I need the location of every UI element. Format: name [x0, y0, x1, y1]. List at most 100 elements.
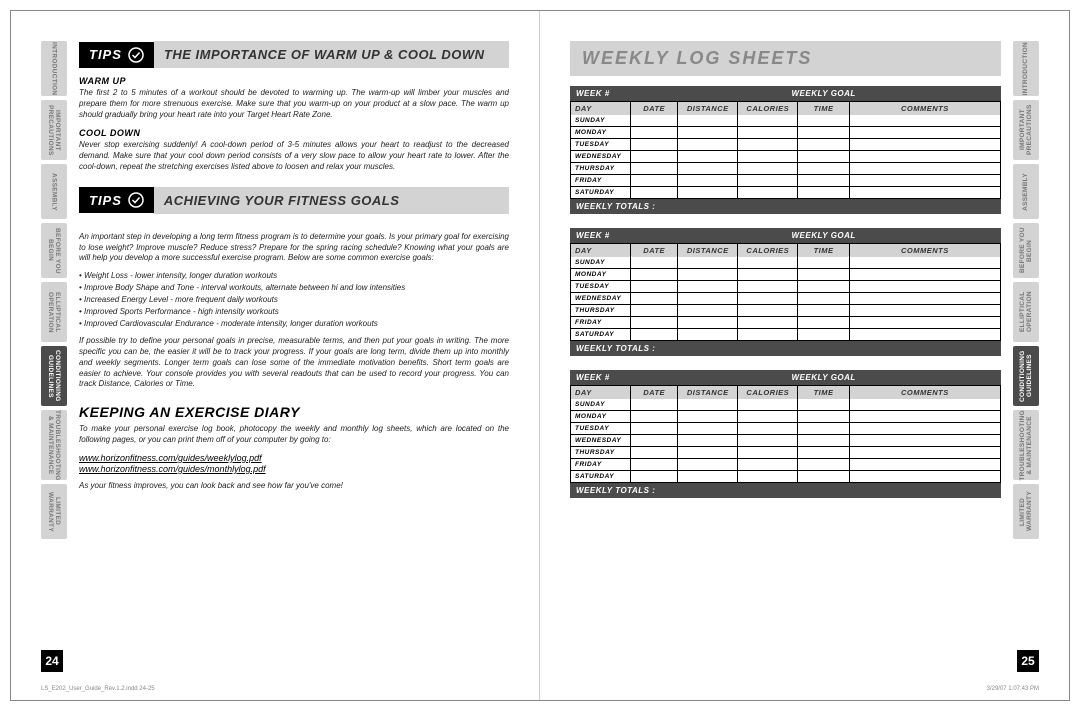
log-empty-cell[interactable]: [631, 151, 678, 162]
log-empty-cell[interactable]: [738, 257, 798, 268]
log-empty-cell[interactable]: [738, 187, 798, 198]
section-tab[interactable]: IMPORTANT PRECAUTIONS: [1013, 100, 1039, 160]
log-empty-cell[interactable]: [798, 329, 849, 340]
log-empty-cell[interactable]: [631, 115, 678, 126]
log-empty-cell[interactable]: [631, 269, 678, 280]
log-empty-cell[interactable]: [850, 459, 1000, 470]
log-empty-cell[interactable]: [798, 127, 849, 138]
log-empty-cell[interactable]: [678, 471, 738, 482]
log-empty-cell[interactable]: [798, 281, 849, 292]
log-day-cell[interactable]: TUESDAY: [571, 281, 631, 292]
log-empty-cell[interactable]: [631, 329, 678, 340]
log-day-cell[interactable]: TUESDAY: [571, 423, 631, 434]
log-empty-cell[interactable]: [738, 329, 798, 340]
log-empty-cell[interactable]: [678, 281, 738, 292]
log-empty-cell[interactable]: [798, 411, 849, 422]
section-tab[interactable]: CONDITIONING GUIDELINES: [41, 346, 67, 406]
section-tab[interactable]: ASSEMBLY: [1013, 164, 1039, 219]
log-empty-cell[interactable]: [850, 115, 1000, 126]
log-empty-cell[interactable]: [738, 423, 798, 434]
log-empty-cell[interactable]: [850, 257, 1000, 268]
log-empty-cell[interactable]: [738, 305, 798, 316]
log-empty-cell[interactable]: [798, 187, 849, 198]
section-tab[interactable]: ASSEMBLY: [41, 164, 67, 219]
log-empty-cell[interactable]: [631, 317, 678, 328]
log-empty-cell[interactable]: [850, 139, 1000, 150]
section-tab[interactable]: LIMITED WARRANTY: [41, 484, 67, 539]
log-empty-cell[interactable]: [850, 471, 1000, 482]
log-empty-cell[interactable]: [738, 151, 798, 162]
log-day-cell[interactable]: WEDNESDAY: [571, 435, 631, 446]
log-day-cell[interactable]: FRIDAY: [571, 459, 631, 470]
log-empty-cell[interactable]: [678, 293, 738, 304]
log-empty-cell[interactable]: [738, 269, 798, 280]
log-empty-cell[interactable]: [678, 269, 738, 280]
log-empty-cell[interactable]: [631, 293, 678, 304]
log-day-cell[interactable]: THURSDAY: [571, 447, 631, 458]
log-day-cell[interactable]: TUESDAY: [571, 139, 631, 150]
log-empty-cell[interactable]: [850, 127, 1000, 138]
log-empty-cell[interactable]: [798, 305, 849, 316]
log-empty-cell[interactable]: [678, 447, 738, 458]
weekly-log-link[interactable]: www.horizonfitness.com/guides/weeklylog.…: [79, 453, 509, 463]
log-day-cell[interactable]: SATURDAY: [571, 187, 631, 198]
log-empty-cell[interactable]: [798, 471, 849, 482]
log-empty-cell[interactable]: [798, 257, 849, 268]
log-empty-cell[interactable]: [631, 399, 678, 410]
log-empty-cell[interactable]: [850, 329, 1000, 340]
log-day-cell[interactable]: SUNDAY: [571, 257, 631, 268]
log-empty-cell[interactable]: [798, 269, 849, 280]
log-empty-cell[interactable]: [631, 187, 678, 198]
log-empty-cell[interactable]: [678, 411, 738, 422]
log-empty-cell[interactable]: [850, 293, 1000, 304]
section-tab[interactable]: INTRODUCTION: [1013, 41, 1039, 96]
log-empty-cell[interactable]: [738, 293, 798, 304]
log-empty-cell[interactable]: [631, 423, 678, 434]
log-empty-cell[interactable]: [678, 423, 738, 434]
log-empty-cell[interactable]: [850, 305, 1000, 316]
section-tab[interactable]: IMPORTANT PRECAUTIONS: [41, 100, 67, 160]
log-empty-cell[interactable]: [631, 127, 678, 138]
log-empty-cell[interactable]: [631, 139, 678, 150]
log-empty-cell[interactable]: [738, 411, 798, 422]
section-tab[interactable]: ELLIPTICAL OPERATION: [1013, 282, 1039, 342]
log-day-cell[interactable]: SATURDAY: [571, 471, 631, 482]
log-empty-cell[interactable]: [678, 305, 738, 316]
section-tab[interactable]: INTRODUCTION: [41, 41, 67, 96]
log-day-cell[interactable]: WEDNESDAY: [571, 151, 631, 162]
log-empty-cell[interactable]: [798, 447, 849, 458]
log-empty-cell[interactable]: [678, 435, 738, 446]
log-empty-cell[interactable]: [850, 281, 1000, 292]
monthly-log-link[interactable]: www.horizonfitness.com/guides/monthlylog…: [79, 464, 509, 474]
log-day-cell[interactable]: SATURDAY: [571, 329, 631, 340]
log-empty-cell[interactable]: [631, 163, 678, 174]
log-empty-cell[interactable]: [631, 281, 678, 292]
log-empty-cell[interactable]: [798, 399, 849, 410]
log-empty-cell[interactable]: [678, 115, 738, 126]
log-empty-cell[interactable]: [678, 175, 738, 186]
log-day-cell[interactable]: FRIDAY: [571, 175, 631, 186]
log-empty-cell[interactable]: [798, 115, 849, 126]
log-empty-cell[interactable]: [798, 459, 849, 470]
log-empty-cell[interactable]: [678, 399, 738, 410]
log-empty-cell[interactable]: [850, 151, 1000, 162]
log-empty-cell[interactable]: [850, 423, 1000, 434]
log-empty-cell[interactable]: [738, 447, 798, 458]
log-day-cell[interactable]: THURSDAY: [571, 163, 631, 174]
log-day-cell[interactable]: WEDNESDAY: [571, 293, 631, 304]
section-tab[interactable]: TROUBLESHOOTING & MAINTENANCE: [41, 410, 67, 480]
section-tab[interactable]: CONDITIONING GUIDELINES: [1013, 346, 1039, 406]
log-empty-cell[interactable]: [631, 459, 678, 470]
log-empty-cell[interactable]: [850, 399, 1000, 410]
log-empty-cell[interactable]: [631, 435, 678, 446]
log-empty-cell[interactable]: [850, 411, 1000, 422]
log-empty-cell[interactable]: [678, 163, 738, 174]
log-empty-cell[interactable]: [798, 423, 849, 434]
section-tab[interactable]: LIMITED WARRANTY: [1013, 484, 1039, 539]
log-empty-cell[interactable]: [738, 317, 798, 328]
log-empty-cell[interactable]: [631, 175, 678, 186]
log-empty-cell[interactable]: [631, 411, 678, 422]
log-empty-cell[interactable]: [738, 471, 798, 482]
log-empty-cell[interactable]: [738, 139, 798, 150]
log-day-cell[interactable]: THURSDAY: [571, 305, 631, 316]
